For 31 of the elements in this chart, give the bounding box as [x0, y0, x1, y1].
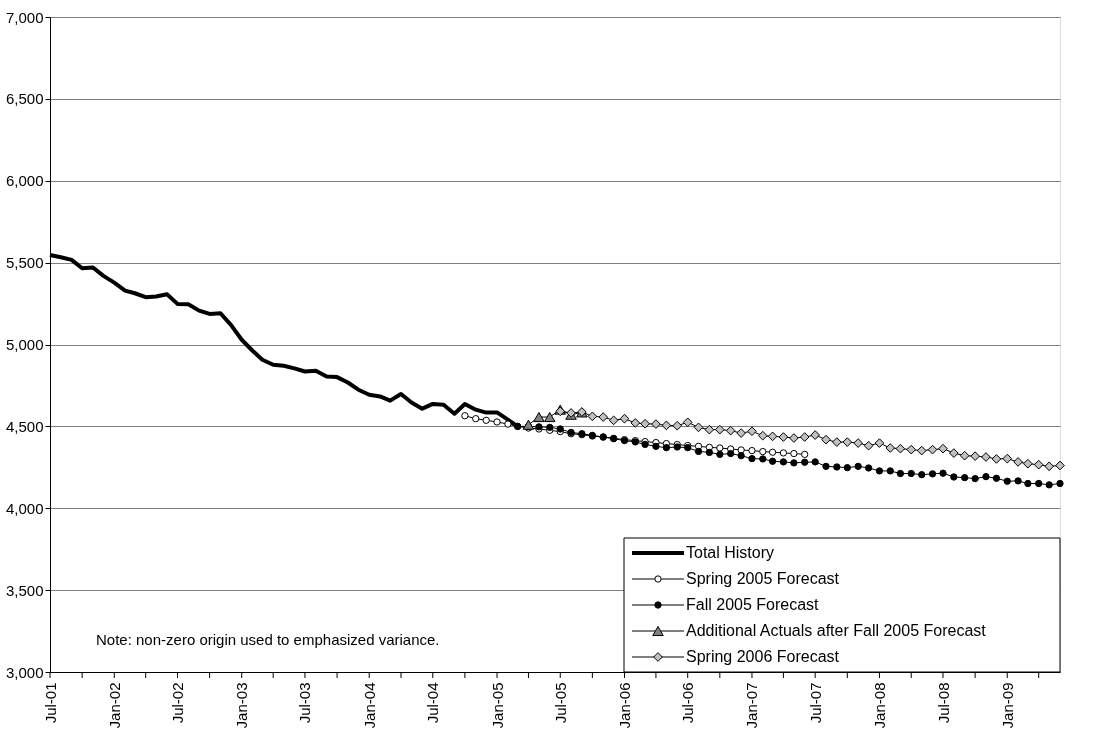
x-tick-label: Jan-06: [616, 682, 633, 729]
y-tick-label: 6,000: [5, 172, 44, 190]
legend-label: Total History: [686, 544, 775, 561]
y-tick-label: 3,500: [5, 581, 44, 599]
x-tick-label: Jan-08: [870, 682, 888, 729]
y-tick-label: 5,000: [5, 336, 44, 353]
x-tick-label: Jul-01: [41, 682, 59, 724]
legend-label: Additional Actuals after Fall 2005 Forecast: [686, 622, 987, 639]
x-tick-label: Jan-05: [488, 682, 506, 729]
x-tick-label: Jul-08: [934, 682, 952, 724]
y-tick-label: 3,000: [5, 663, 44, 681]
x-tick-label: Jul-03: [296, 682, 314, 724]
x-tick-label: Jul-04: [424, 682, 442, 724]
y-tick-label: 4,000: [5, 499, 44, 517]
x-tick-label: Jul-05: [551, 682, 569, 724]
legend-label: Fall 2005 Forecast: [686, 596, 820, 613]
x-tick-label: Jan-09: [998, 682, 1016, 729]
legend-label: Spring 2006 Forecast: [686, 648, 840, 665]
legend-label: Spring 2005 Forecast: [686, 570, 840, 587]
y-tick-label: 4,500: [5, 417, 44, 435]
x-tick-label: Jan-04: [360, 682, 378, 729]
y-tick-label: 6,500: [5, 90, 44, 108]
x-tick-label: Jul-07: [806, 682, 824, 724]
x-tick-label: Jan-07: [743, 682, 761, 729]
y-tick-label: 5,500: [5, 254, 44, 272]
x-tick-label: Jul-06: [679, 682, 697, 724]
x-tick-label: Jan-02: [105, 682, 123, 729]
annotation: Note: non-zero origin used to emphasized variance.: [96, 631, 440, 648]
x-tick-label: Jul-02: [168, 682, 186, 724]
y-tick-label: 7,000: [5, 8, 44, 26]
x-tick-label: Jan-03: [233, 682, 251, 729]
